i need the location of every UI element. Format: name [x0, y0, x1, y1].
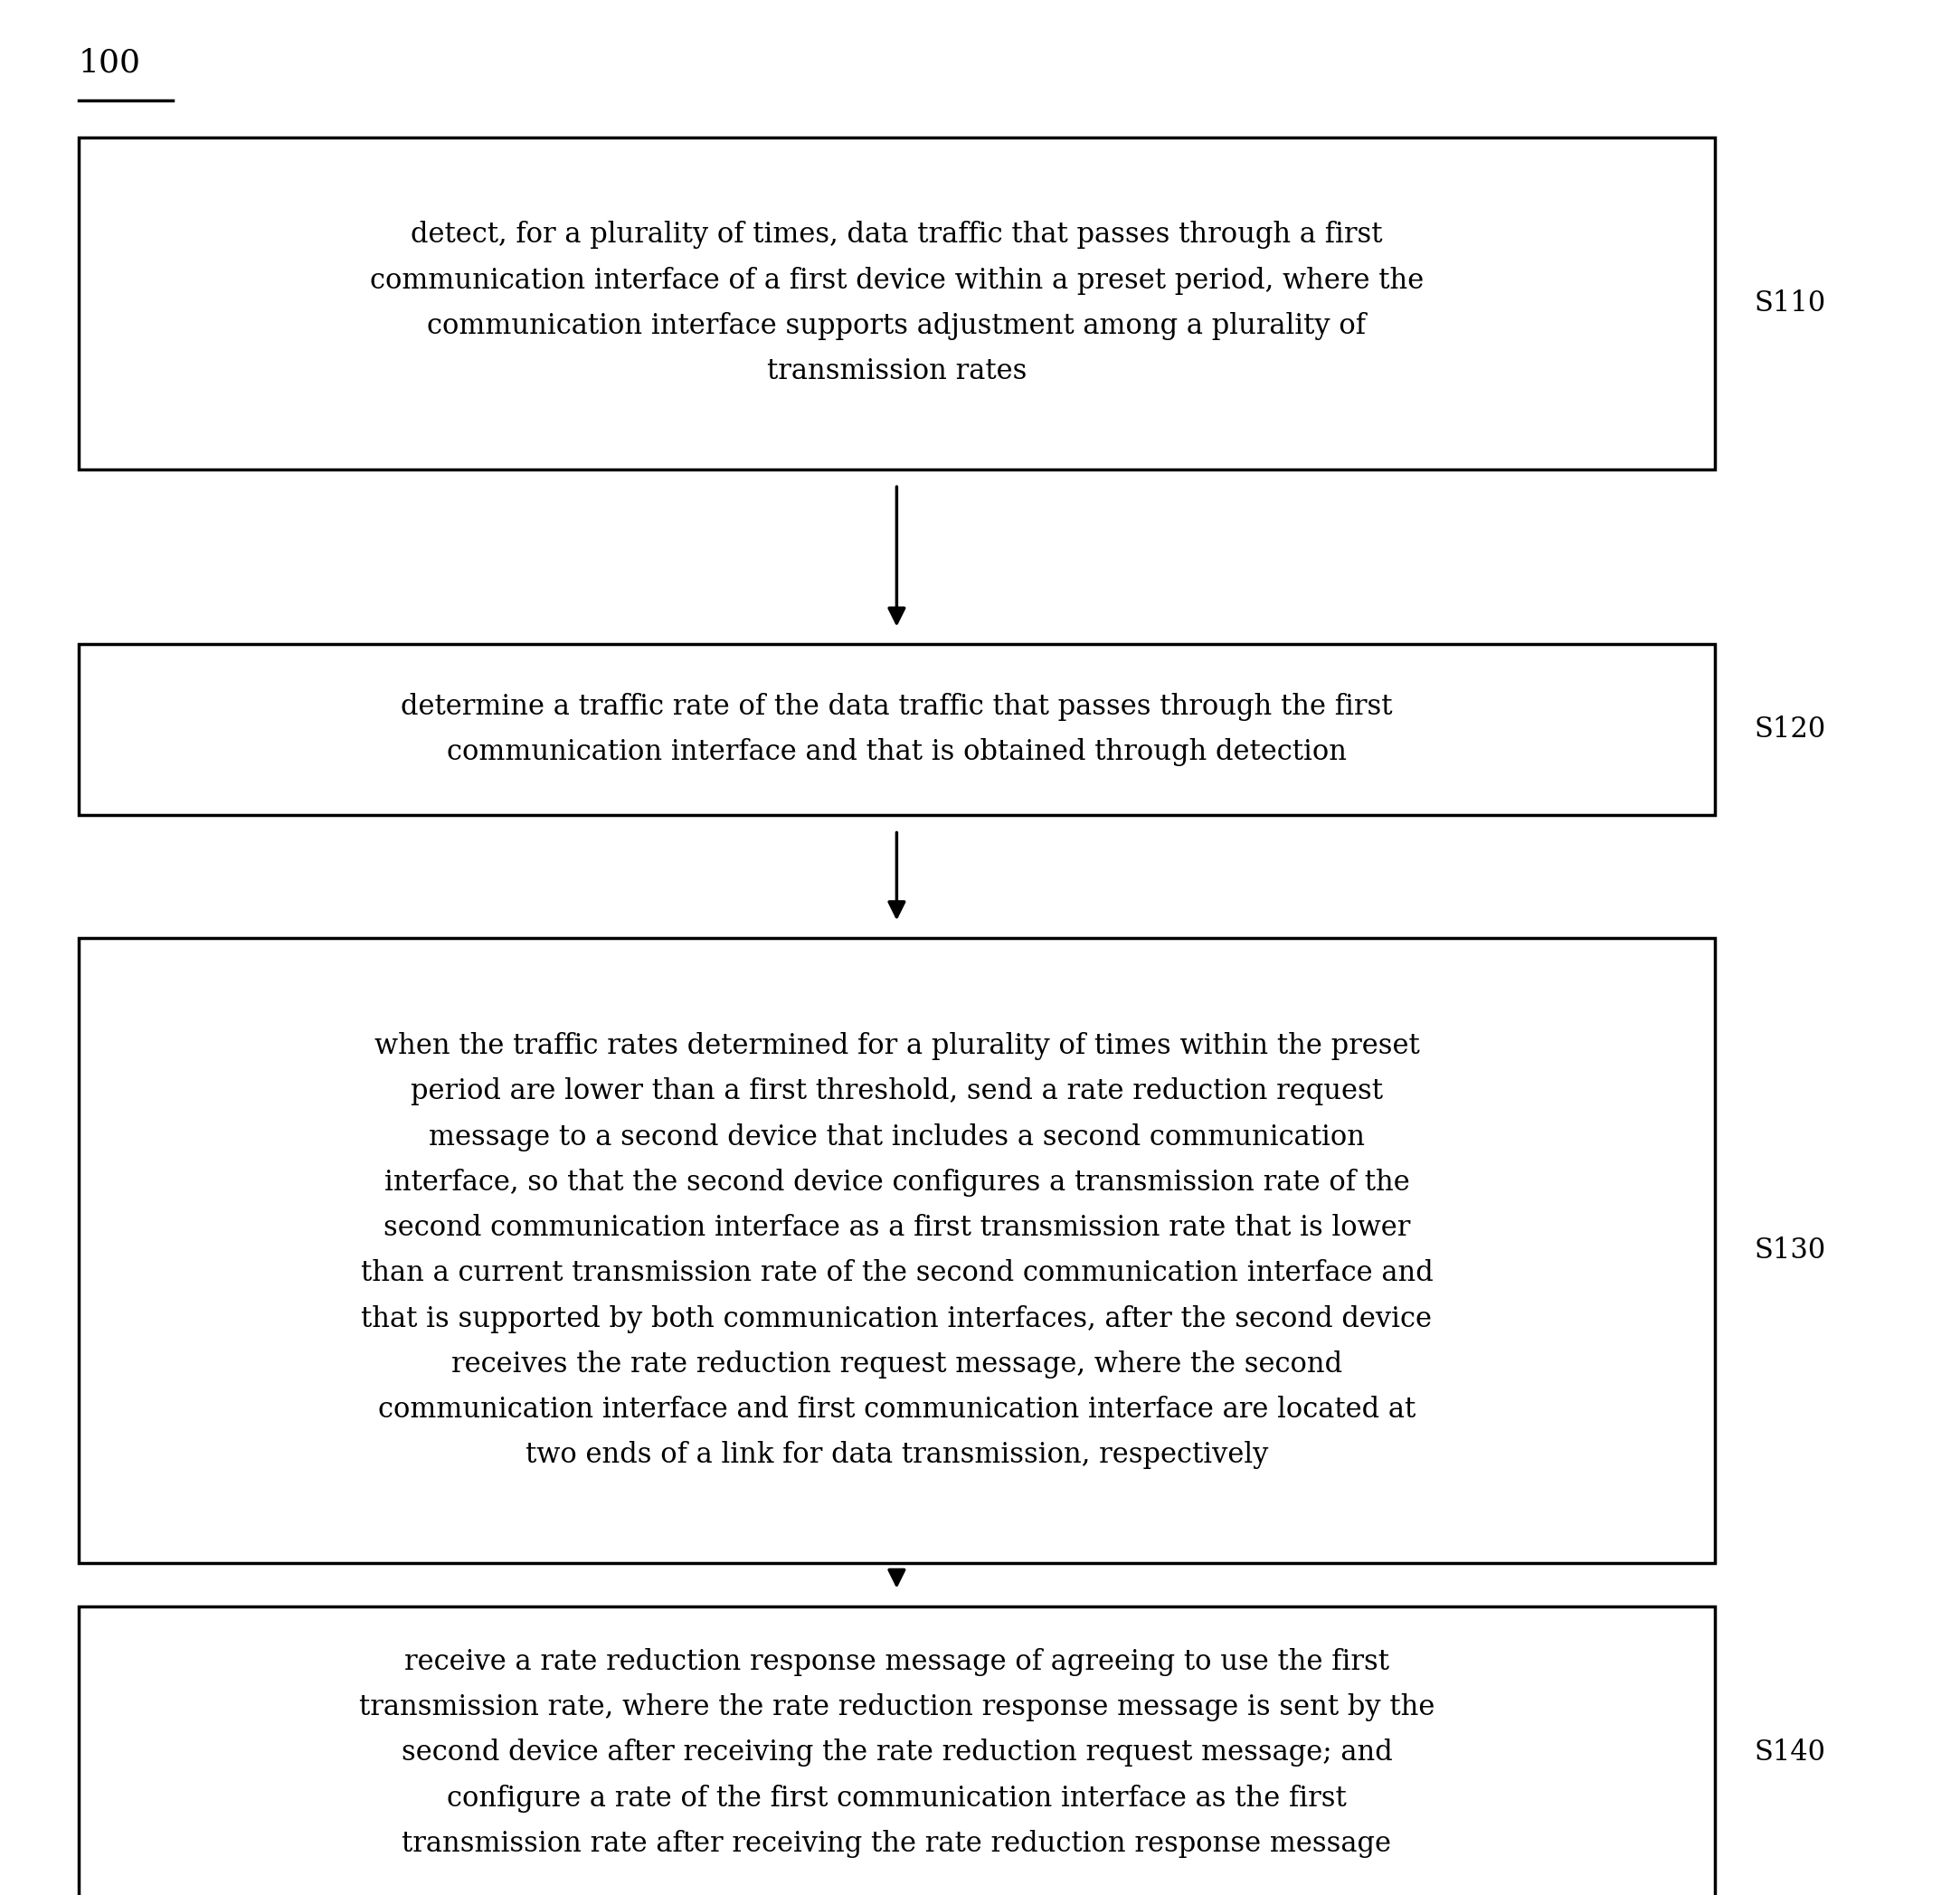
Text: receive a rate reduction response message of agreeing to use the first
transmiss: receive a rate reduction response messag… — [359, 1649, 1435, 1857]
Bar — [78, 644, 1715, 815]
Text: S130: S130 — [1754, 1237, 1827, 1264]
Text: S110: S110 — [1754, 290, 1827, 316]
Bar — [78, 136, 1715, 470]
Text: S140: S140 — [1754, 1740, 1825, 1766]
Text: 100: 100 — [78, 47, 141, 78]
Text: when the traffic rates determined for a plurality of times within the preset
per: when the traffic rates determined for a … — [361, 1033, 1433, 1469]
Text: S120: S120 — [1754, 716, 1827, 743]
Text: detect, for a plurality of times, data traffic that passes through a first
commu: detect, for a plurality of times, data t… — [370, 222, 1423, 385]
Bar — [78, 938, 1715, 1563]
Text: determine a traffic rate of the data traffic that passes through the first
commu: determine a traffic rate of the data tra… — [402, 694, 1392, 766]
Bar — [78, 1607, 1715, 1895]
